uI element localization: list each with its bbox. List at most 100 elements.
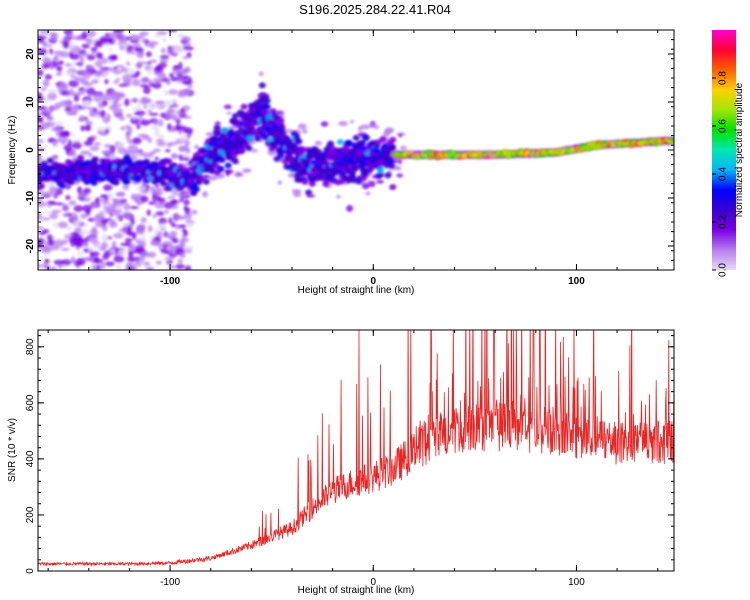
ridge-blob [160,180,168,187]
noise-blob [64,71,76,76]
y-tick-label: 600 [25,394,36,411]
noise-blob [38,226,44,230]
noise-blob [42,57,52,64]
noise-blob [150,240,159,246]
noise-blob [100,209,107,214]
noise-blob [139,84,149,88]
noise-blob [251,148,258,153]
noise-blob [73,94,80,102]
noise-blob [137,99,142,108]
noise-blob [46,116,54,121]
noise-blob [123,202,131,211]
ridge-blob [232,112,240,119]
ridge-blob [213,130,221,137]
noise-blob [148,201,157,205]
noise-blob [135,228,145,235]
noise-blob [79,56,85,65]
noise-blob [292,190,302,198]
noise-blob [214,121,221,126]
ridge-blob [197,175,205,182]
noise-blob [132,137,142,145]
noise-blob [160,248,167,253]
ridge-blob [112,179,120,186]
ridge-blob [202,178,210,185]
noise-blob [146,209,151,216]
noise-blob [154,201,165,209]
noise-blob [70,53,80,60]
noise-blob [143,105,148,109]
noise-blob [93,215,104,222]
colorbar-tick-label: 0.2 [717,215,728,229]
ridge-blob [262,134,270,141]
noise-blob [161,77,169,83]
noise-blob [183,46,194,51]
noise-blob [225,169,231,177]
noise-blob [117,249,127,256]
noise-blob [38,37,44,44]
ridge-blob [352,134,360,141]
noise-blob [42,44,53,48]
noise-blob [113,30,124,34]
ridge-blob [90,179,98,186]
noise-blob [208,175,218,181]
noise-blob [65,99,72,108]
noise-blob [140,195,149,203]
noise-blob [129,34,139,42]
noise-blob [102,203,111,208]
noise-blob [83,140,94,146]
noise-blob [113,254,125,263]
noise-blob [149,125,159,129]
noise-blob [140,235,146,242]
noise-blob [154,33,161,38]
x-tick-label: -100 [160,276,180,287]
ridge-blob [389,144,397,151]
noise-blob [57,60,64,66]
noise-blob [60,90,71,96]
noise-blob [297,123,307,130]
noise-blob [48,48,54,55]
noise-blob [167,265,177,269]
noise-blob [161,37,167,43]
colorbar: 0.0 0.2 0.4 0.6 0.8 Normalized spectral ampl… [712,30,745,277]
noise-blob [154,100,165,105]
noise-blob [83,187,92,195]
noise-blob [164,148,171,153]
ridge-blob [177,185,185,192]
noise-blob [41,217,51,221]
noise-blob [130,98,139,103]
colorbar-tick-label: 0.0 [717,263,728,277]
noise-blob [46,200,57,205]
noise-blob [104,78,109,85]
noise-blob [38,139,44,144]
noise-blob [151,186,163,194]
noise-blob [38,69,44,77]
noise-blob [73,219,83,227]
x-tick-label: 100 [568,577,585,588]
noise-blob [169,72,175,78]
noise-blob [183,190,193,197]
noise-blob [93,91,104,96]
noise-blob [155,211,165,216]
noise-blob [171,199,179,206]
noise-blob [91,51,97,55]
ridge-blob [362,135,370,142]
noise-blob [122,73,133,82]
noise-blob [58,135,69,144]
noise-blob [168,141,179,146]
noise-blob [136,185,147,192]
ridge-blob [301,178,309,185]
noise-blob [41,262,48,269]
noise-blob [109,144,116,153]
noise-blob [223,104,232,110]
noise-blob [373,125,380,130]
noise-blob [184,265,192,270]
noise-blob [320,121,329,127]
noise-blob [131,72,139,79]
noise-blob [38,197,43,203]
noise-blob [126,61,131,66]
colorbar-label: Normalized spectral amplitude [734,82,745,217]
noise-blob [66,110,78,116]
noise-blob [45,121,55,127]
noise-blob [113,80,119,85]
noise-blob [169,246,174,253]
